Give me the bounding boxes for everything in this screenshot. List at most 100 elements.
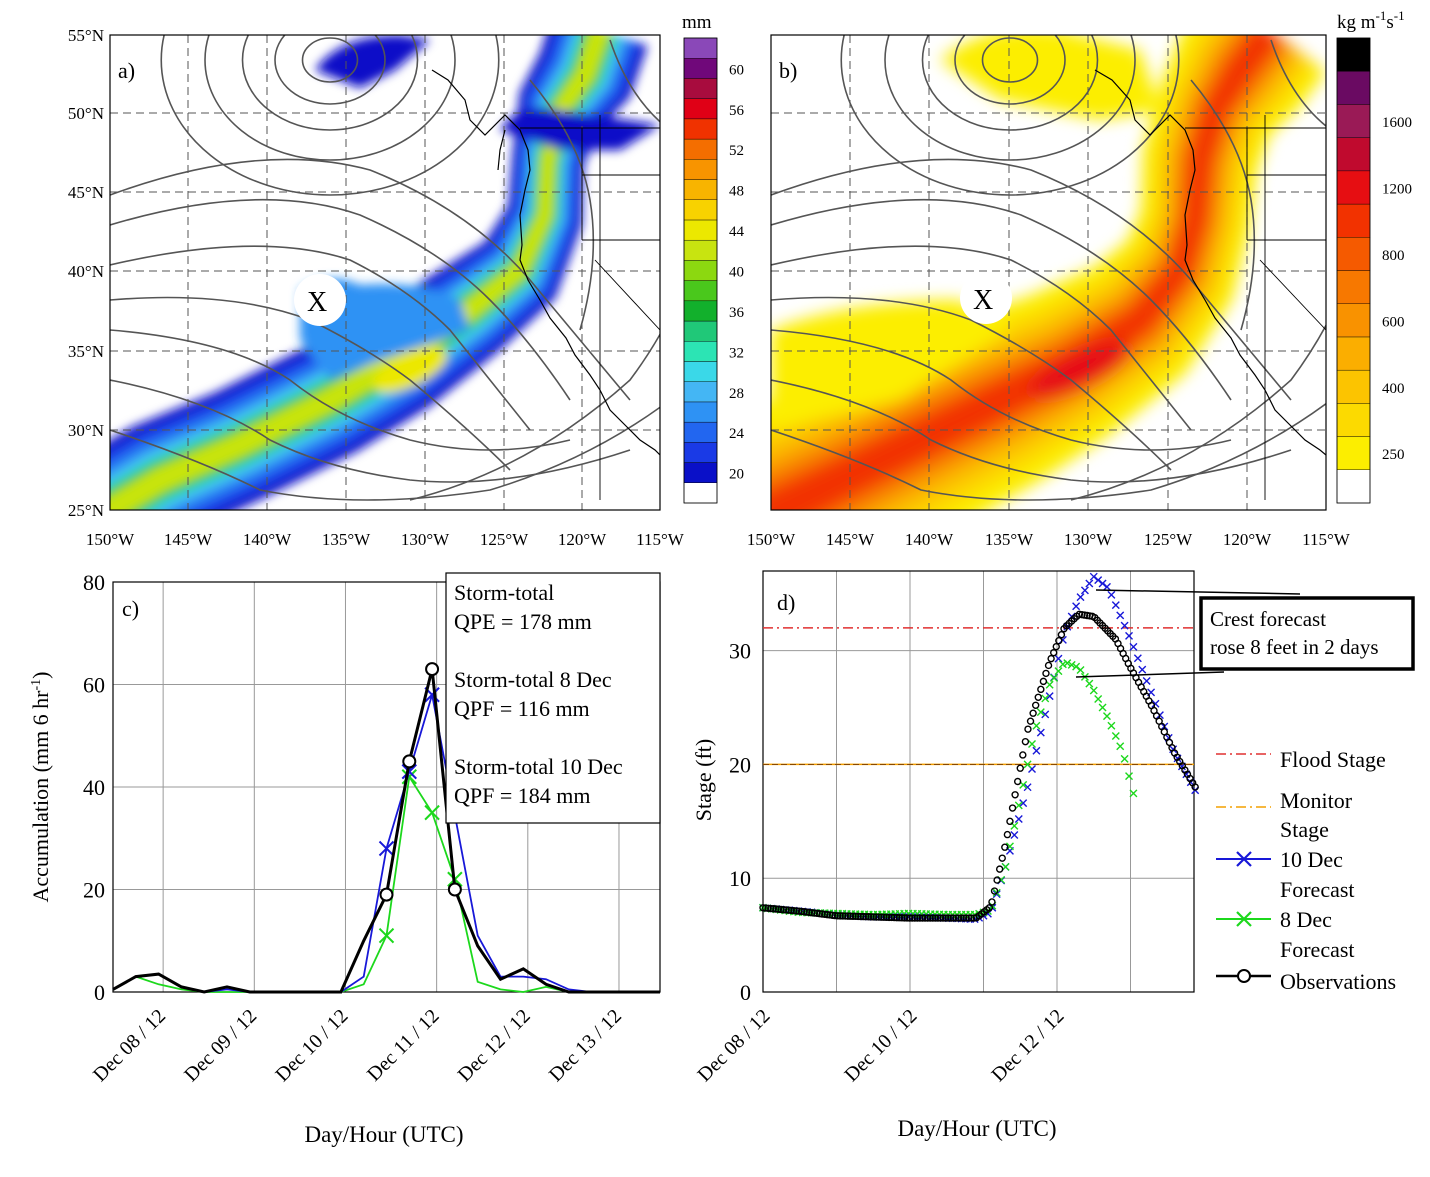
colorbar-swatch xyxy=(1336,71,1371,105)
isobar xyxy=(771,198,1232,401)
data-point xyxy=(782,906,790,914)
series-observations xyxy=(759,610,1199,922)
colorbar-swatch xyxy=(683,462,718,483)
data-point xyxy=(900,914,909,922)
data-point xyxy=(1151,699,1160,708)
data-point xyxy=(1080,586,1089,595)
panel-a-label: a) xyxy=(118,58,135,83)
colorbar-swatch xyxy=(683,300,718,322)
annotation-line: QPF = 116 mm xyxy=(454,696,590,721)
callout-box xyxy=(1199,596,1415,671)
data-point xyxy=(1039,677,1048,686)
isobar xyxy=(110,296,511,471)
colorbar-swatch xyxy=(1336,137,1371,172)
panel-a-colorbar: 20 24 28 32 36 40 44 48 52 56 60 xyxy=(683,37,745,504)
data-point xyxy=(1072,602,1081,611)
data-point xyxy=(813,909,821,918)
panel-c-chart: 0 20 40 60 80 Dec 08 / 12 Dec 09 / 12 Dec 10 /… xyxy=(28,570,661,1147)
lat-label: 25°N xyxy=(68,501,104,520)
data-point xyxy=(872,913,880,921)
data-point xyxy=(1031,701,1040,709)
panel-b-coastline xyxy=(1094,69,1326,500)
legend-label: Flood Stage xyxy=(1280,747,1386,772)
colorbar-tick: 20 xyxy=(729,467,744,483)
data-point xyxy=(1045,680,1054,689)
data-point xyxy=(944,914,952,922)
data-point xyxy=(1102,712,1111,721)
data-point xyxy=(818,910,826,918)
data-point xyxy=(795,907,803,915)
data-point xyxy=(859,912,868,921)
data-point xyxy=(1047,654,1055,663)
callout-leader-top xyxy=(1095,589,1301,595)
isobar xyxy=(954,35,1066,105)
panel-b-low-center xyxy=(960,272,1012,324)
data-point xyxy=(864,913,873,921)
y-tick-label: 10 xyxy=(729,866,751,891)
data-point xyxy=(1006,817,1014,826)
isobar xyxy=(110,379,631,483)
data-point xyxy=(880,913,888,921)
data-point xyxy=(1024,725,1032,733)
colorbar-swatch xyxy=(1336,203,1371,238)
colorbar-swatch xyxy=(1336,303,1371,338)
data-point xyxy=(1019,799,1028,808)
isobar xyxy=(409,332,660,501)
panel-b-map: b) X 150°W 145°W 140°W 135°W 130°W 125°W 120°W… xyxy=(747,8,1412,549)
data-point xyxy=(936,914,945,922)
data-point xyxy=(1085,679,1094,688)
data-point xyxy=(1029,709,1037,717)
data-point xyxy=(839,912,847,920)
colorbar-swatch xyxy=(683,381,718,403)
data-point xyxy=(952,914,960,922)
data-point xyxy=(379,887,394,902)
isobar xyxy=(529,79,595,331)
colorbar-swatch xyxy=(683,219,718,241)
precip-band xyxy=(110,35,641,510)
data-point xyxy=(893,913,901,922)
data-point xyxy=(1129,789,1138,798)
data-point xyxy=(988,898,996,906)
y-tick-label: 20 xyxy=(83,878,105,903)
lon-label: 125°W xyxy=(1144,530,1193,549)
panel-b-colorbar: 250 400 600 800 1200 1600 xyxy=(1336,37,1412,504)
data-point xyxy=(803,908,811,916)
data-point xyxy=(1036,708,1045,717)
data-point xyxy=(1045,692,1054,701)
data-point xyxy=(1085,579,1094,588)
panel-b-colorbar-title: kg m-1s-1 xyxy=(1337,8,1405,33)
data-point xyxy=(857,912,865,921)
colorbar-tick: 40 xyxy=(729,265,744,281)
data-point xyxy=(1107,590,1116,599)
colorbar-tick: 56 xyxy=(729,103,745,119)
panel-b-ivt-field xyxy=(771,35,1326,510)
data-point xyxy=(1116,611,1125,620)
data-point xyxy=(787,906,795,915)
data-point xyxy=(995,865,1004,873)
colorbar-swatch xyxy=(1336,403,1371,437)
data-point xyxy=(844,912,852,920)
legend-label: Monitor xyxy=(1280,788,1353,813)
data-point xyxy=(815,909,824,918)
isobar xyxy=(1190,79,1256,331)
data-point xyxy=(947,914,955,922)
precip-blob xyxy=(315,35,430,88)
panel-c-y-ticks: 0 20 40 60 80 xyxy=(83,570,105,1005)
colorbar-swatch xyxy=(683,159,718,180)
isobar xyxy=(241,35,419,131)
panel-d-legend: Flood Stage Monitor Stage 10 Dec Forecast 8 D… xyxy=(1216,747,1396,994)
data-point xyxy=(1098,703,1107,712)
lon-label: 130°W xyxy=(401,530,450,549)
data-point xyxy=(967,914,976,922)
data-point xyxy=(911,914,919,922)
isobar xyxy=(771,329,1232,451)
data-point xyxy=(1008,804,1017,812)
data-point xyxy=(1076,665,1085,674)
panel-c-annotation-box xyxy=(445,572,661,824)
lon-label: 145°W xyxy=(826,530,875,549)
data-point xyxy=(1120,754,1129,763)
data-point xyxy=(402,754,417,769)
colorbar-swatch xyxy=(683,138,718,160)
data-point xyxy=(1001,843,1009,851)
colorbar-tick: 1600 xyxy=(1382,115,1412,131)
